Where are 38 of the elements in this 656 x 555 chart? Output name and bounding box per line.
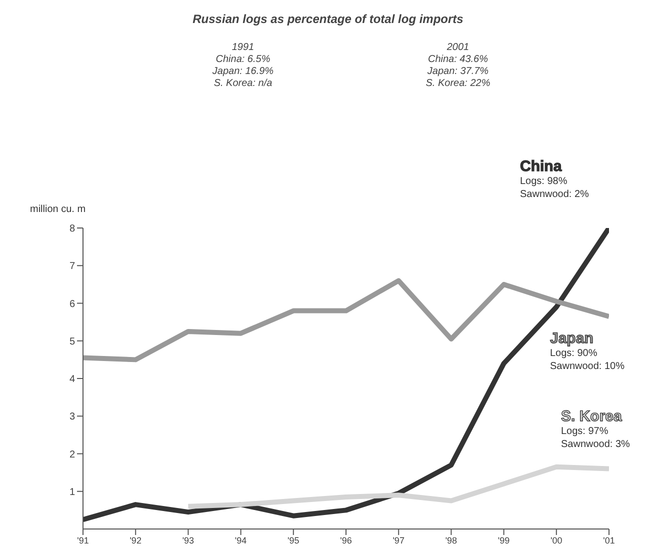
text: China xyxy=(520,158,563,175)
y-tick-label: 2 xyxy=(69,449,76,460)
text: Japan: 16.9% xyxy=(211,66,275,78)
text: 2001 xyxy=(446,42,470,54)
x-tick-label: '98 xyxy=(445,535,458,546)
x-tick-label: '95 xyxy=(288,535,300,546)
series-label: Japan xyxy=(550,330,594,347)
text: S. Korea xyxy=(561,408,623,425)
text: S. Korea: n/a xyxy=(212,78,274,90)
x-tick-label: '96 xyxy=(340,535,352,546)
annotation: Logs: 97% xyxy=(561,425,610,438)
y-axis-title: million cu. m xyxy=(30,204,86,215)
y-tick-label: 8 xyxy=(69,224,76,235)
text: Japan: 37.7% xyxy=(426,66,490,78)
text: Logs: 98% xyxy=(520,175,568,188)
y-tick-label: 6 xyxy=(69,298,76,310)
x-tick-label: '01 xyxy=(603,535,615,546)
y-tick-label: 1 xyxy=(69,486,76,498)
text: Sawnwood: 2% xyxy=(520,188,589,201)
x-tick-label: '93 xyxy=(182,535,194,546)
annotation: Sawnwood: 10% xyxy=(550,360,624,373)
x-tick-label: '00 xyxy=(550,535,562,546)
x-tick-label: '94 xyxy=(234,535,247,546)
text: China: 6.5% xyxy=(214,54,272,66)
x-tick-label: '92 xyxy=(130,535,142,546)
chart-title: Russian logs as percentage of total log imports xyxy=(192,12,464,26)
text: China: 43.6% xyxy=(426,54,490,66)
text: 1991 xyxy=(230,42,256,54)
y-tick-label: 5 xyxy=(69,336,76,348)
y-tick-label: 4 xyxy=(69,374,76,386)
y-tick-label: 7 xyxy=(69,261,76,272)
y-tick-label: 3 xyxy=(69,412,76,423)
annotation: Sawnwood: 3% xyxy=(561,438,630,451)
text: S. Korea: 22% xyxy=(424,78,492,90)
annotation: Logs: 90% xyxy=(550,347,598,360)
x-tick-label: '99 xyxy=(498,535,510,546)
x-tick-label: '97 xyxy=(392,535,404,546)
x-tick-label: '91 xyxy=(77,535,89,546)
